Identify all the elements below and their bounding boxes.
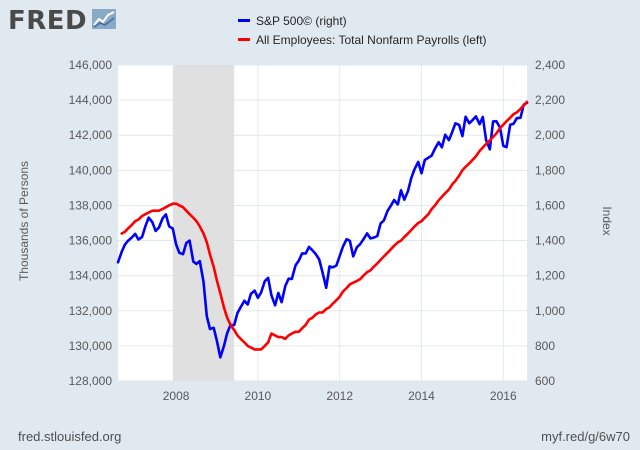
legend-item-sp500: S&P 500© (right) — [238, 11, 487, 30]
series-line-sp500 — [116, 101, 529, 359]
legend-item-payrolls: All Employees: Total Nonfarm Payrolls (l… — [238, 30, 487, 49]
left-tick-label: 134,000 — [69, 269, 113, 283]
recession-shading — [172, 65, 235, 381]
legend-label-sp500: S&P 500© (right) — [256, 13, 347, 28]
right-tick-label: 1,200 — [535, 269, 565, 283]
short-link[interactable]: myf.red/g/6w70 — [541, 429, 630, 444]
left-tick-label: 128,000 — [69, 374, 113, 388]
left-tick-label: 132,000 — [69, 304, 113, 318]
chart-legend: S&P 500© (right) All Employees: Total No… — [238, 11, 487, 49]
left-tick-label: 140,000 — [69, 163, 113, 177]
left-tick-label: 136,000 — [69, 234, 113, 248]
right-tick-label: 2,000 — [535, 128, 565, 142]
legend-label-payrolls: All Employees: Total Nonfarm Payrolls (l… — [256, 32, 487, 47]
left-tick-label: 130,000 — [69, 339, 113, 353]
x-tick-label: 2008 — [163, 389, 190, 403]
left-axis-title: Thousands of Persons — [17, 161, 31, 281]
legend-swatch-sp500 — [238, 19, 250, 22]
right-tick-label: 1,600 — [535, 198, 565, 212]
x-tick-label: 2016 — [490, 389, 517, 403]
left-tick-label: 138,000 — [69, 198, 113, 212]
right-tick-label: 1,800 — [535, 163, 565, 177]
x-tick-label: 2014 — [408, 389, 435, 403]
fred-logo: FRED — [8, 6, 88, 36]
legend-swatch-payrolls — [238, 38, 250, 41]
right-tick-label: 1,400 — [535, 234, 565, 248]
right-tick-label: 1,000 — [535, 304, 565, 318]
right-axis-title: Index — [600, 206, 614, 235]
left-tick-label: 142,000 — [69, 128, 113, 142]
x-tick-label: 2010 — [245, 389, 272, 403]
fred-line-graph-icon — [92, 9, 116, 29]
source-link[interactable]: fred.stlouisfed.org — [18, 429, 122, 444]
right-tick-label: 2,400 — [535, 58, 565, 72]
series-line-payrolls — [120, 100, 529, 351]
right-tick-label: 2,200 — [535, 93, 565, 107]
right-tick-label: 600 — [535, 374, 555, 388]
left-tick-label: 144,000 — [69, 93, 113, 107]
right-tick-label: 800 — [535, 339, 555, 353]
x-tick-label: 2012 — [326, 389, 353, 403]
left-tick-label: 146,000 — [69, 58, 113, 72]
